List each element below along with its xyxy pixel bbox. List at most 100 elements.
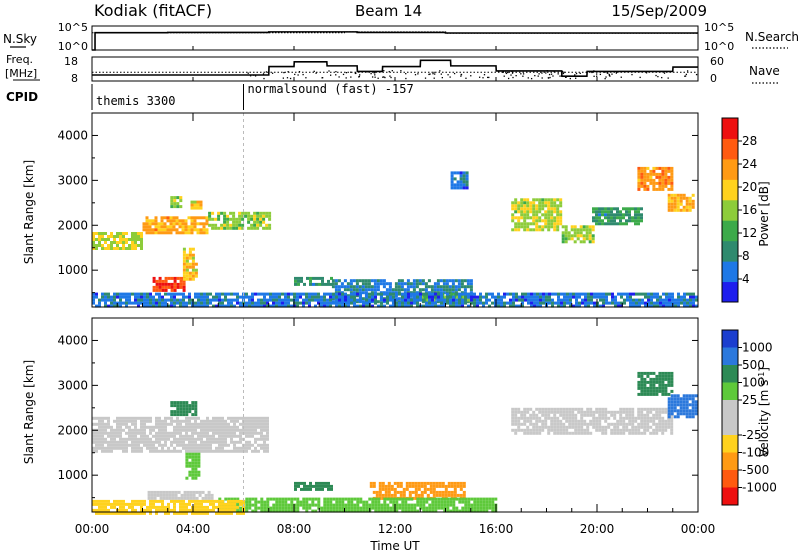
heatmap-cell [170,422,173,426]
heatmap-cell [440,500,444,504]
heatmap-cell [176,419,179,423]
heatmap-cell [188,470,192,474]
heatmap-cell [667,380,671,384]
heatmap-cell [150,496,154,500]
heatmap-cell [658,416,662,420]
heatmap-cell [221,425,224,429]
heatmap-cell [428,503,432,507]
heatmap-cell [170,401,174,405]
heatmap-cell [260,416,263,420]
heatmap-cell [158,499,161,503]
heatmap-cell [567,237,571,241]
heatmap-cell [601,207,604,211]
heatmap-cell [688,202,692,206]
heatmap-cell [197,511,200,515]
heatmap-cell [476,301,479,305]
heatmap-cell [306,487,309,491]
heatmap-cell [556,207,560,211]
heatmap-cell [532,431,536,435]
heatmap-cell [230,449,233,453]
nave-scatter-point [608,74,611,76]
heatmap-cell [523,222,527,226]
heatmap-cell [203,425,206,429]
range-tick-label: 4000 [57,128,88,142]
heatmap-cell [101,443,104,447]
heatmap-cell [530,298,533,302]
heatmap-cell [452,500,456,504]
heatmap-cell [263,425,266,429]
heatmap-cell [664,425,668,429]
heatmap-cell [183,493,187,497]
heatmap-cell [218,499,221,503]
heatmap-cell [232,226,236,230]
heatmap-cell [497,298,500,302]
heatmap-cell [296,295,299,299]
heatmap-cell [197,473,201,477]
heatmap-cell [442,291,446,295]
heatmap-cell [679,406,683,410]
heatmap-cell [266,443,269,447]
heatmap-cell [164,301,167,305]
heatmap-cell [223,223,227,227]
heatmap-cell [529,428,533,432]
nave-scatter-point [512,76,514,79]
heatmap-cell [128,511,131,515]
heatmap-cell [631,410,635,414]
heatmap-cell [589,419,593,423]
heatmap-cell [535,422,539,426]
heatmap-cell [104,505,107,509]
heatmap-cell [604,210,607,214]
heatmap-cell [185,416,188,420]
heatmap-cell [119,232,122,235]
heatmap-cell [579,225,583,229]
heatmap-cell [664,172,668,176]
heatmap-cell [426,493,430,497]
heatmap-cell [465,183,469,187]
heatmap-cell [449,500,453,504]
heatmap-cell [383,503,387,507]
heatmap-cell [196,216,200,220]
heatmap-cell [92,238,95,241]
heatmap-cell [203,419,206,423]
heatmap-cell [244,211,248,215]
heatmap-cell [655,389,659,393]
heatmap-cell [458,301,461,305]
heatmap-cell [424,288,428,292]
heatmap-cell [143,304,146,308]
heatmap-cell [146,508,149,512]
heatmap-cell [158,285,162,289]
heatmap-cell [384,490,388,494]
heatmap-cell [601,431,605,435]
heatmap-cell [637,413,641,417]
heatmap-cell [101,505,104,509]
heatmap-cell [607,222,610,226]
heatmap-cell [447,493,451,497]
heatmap-cell [404,301,407,305]
heatmap-cell [145,228,149,232]
heatmap-cell [323,497,327,501]
heatmap-cell [207,493,211,497]
heatmap-cell [532,210,536,214]
cpid-mode-label-1: normalsound (fast) -157 [248,82,414,96]
heatmap-cell [256,220,260,224]
heatmap-cell [113,505,116,509]
heatmap-cell [677,292,680,296]
heatmap-cell [438,490,442,494]
heatmap-cell [182,428,185,432]
heatmap-cell [479,509,483,513]
heatmap-cell [206,304,209,308]
heatmap-cell [107,443,110,447]
heatmap-cell [643,181,647,185]
heatmap-cell [652,419,656,423]
heatmap-cell [200,511,203,515]
heatmap-cell [622,428,626,432]
heatmap-cell [511,428,515,432]
heatmap-cell [140,508,143,512]
heatmap-cell [128,502,131,506]
heatmap-cell [209,443,212,447]
heatmap-cell [181,222,185,226]
heatmap-cell [224,497,228,501]
heatmap-cell [631,219,634,223]
heatmap-cell [278,500,282,504]
heatmap-cell [662,298,665,302]
